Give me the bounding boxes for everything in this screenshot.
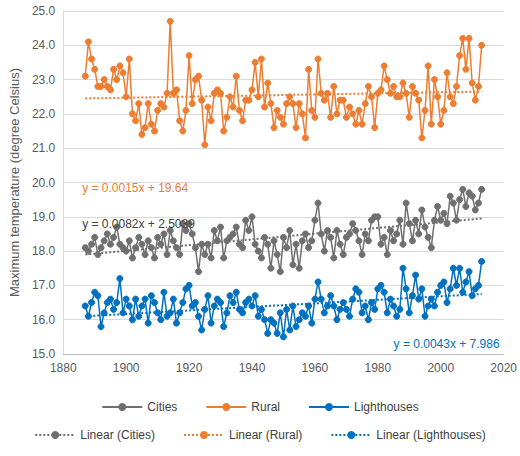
svg-text:Linear (Lighthouses): Linear (Lighthouses) — [376, 428, 485, 442]
svg-text:1920: 1920 — [176, 361, 203, 375]
svg-text:Rural: Rural — [251, 400, 280, 414]
svg-text:17.0: 17.0 — [32, 278, 56, 292]
svg-text:2020: 2020 — [490, 361, 517, 375]
svg-text:15.0: 15.0 — [32, 347, 56, 361]
svg-text:19.0: 19.0 — [32, 210, 56, 224]
svg-text:Maximum temperature (degree Ce: Maximum temperature (degree Celsius) — [7, 68, 22, 297]
svg-text:16.0: 16.0 — [32, 313, 56, 327]
svg-text:21.0: 21.0 — [32, 141, 56, 155]
svg-text:1960: 1960 — [302, 361, 329, 375]
svg-text:y = 0.0082x + 2.5039: y = 0.0082x + 2.5039 — [82, 217, 195, 231]
svg-text:1940: 1940 — [239, 361, 266, 375]
svg-text:Lighthouses: Lighthouses — [354, 400, 419, 414]
svg-text:y = 0.0015x + 19.64: y = 0.0015x + 19.64 — [82, 181, 188, 195]
svg-text:y = 0.0043x + 7.986: y = 0.0043x + 7.986 — [394, 337, 500, 351]
svg-text:18.0: 18.0 — [32, 244, 56, 258]
svg-text:22.0: 22.0 — [32, 107, 56, 121]
svg-text:20.0: 20.0 — [32, 176, 56, 190]
svg-text:1900: 1900 — [113, 361, 140, 375]
svg-text:Linear (Rural): Linear (Rural) — [229, 428, 302, 442]
svg-text:1880: 1880 — [50, 361, 77, 375]
svg-text:1980: 1980 — [364, 361, 391, 375]
svg-text:25.0: 25.0 — [32, 4, 56, 18]
svg-text:24.0: 24.0 — [32, 38, 56, 52]
svg-text:Cities: Cities — [147, 400, 177, 414]
svg-text:2000: 2000 — [427, 361, 454, 375]
svg-text:Linear (Cities): Linear (Cities) — [80, 428, 155, 442]
svg-text:23.0: 23.0 — [32, 73, 56, 87]
